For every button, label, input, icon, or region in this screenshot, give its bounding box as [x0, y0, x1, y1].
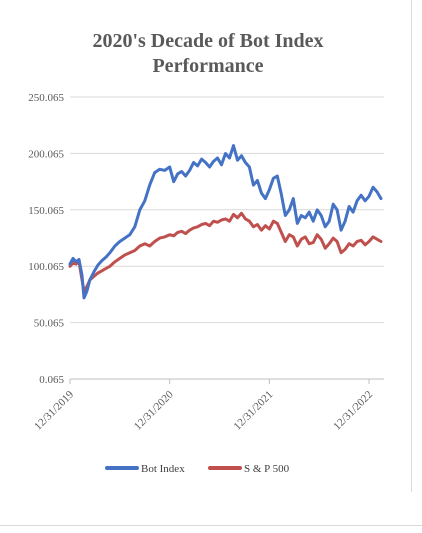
y-tick-label: 200.065 — [28, 148, 64, 160]
x-tick-label: 12/31/2021 — [232, 389, 276, 433]
chart-title-line-1: 2020's Decade of Bot Index — [92, 30, 323, 52]
divider — [0, 525, 422, 526]
legend: Bot Index S & P 500 — [105, 463, 290, 475]
x-axis-ticks: 12/31/2019 12/31/2020 12/31/2021 12/31/2022 — [32, 378, 384, 433]
gridlines — [70, 96, 384, 380]
y-axis-ticks: 0.065 50.065 100.065 150.065 200.065 250.065 — [28, 92, 64, 386]
series-line-sp500 — [68, 211, 383, 293]
x-tick-label: 12/31/2022 — [331, 389, 375, 433]
chart-frame — [411, 0, 412, 492]
chart-title-line-2: Performance — [152, 55, 263, 77]
y-tick-label: 250.065 — [28, 92, 64, 104]
series-lines — [68, 144, 383, 300]
y-tick-label: 150.065 — [28, 205, 64, 217]
series-line-bot-index — [68, 144, 383, 300]
y-tick-label: 0.065 — [39, 374, 64, 386]
x-tick-label: 12/31/2019 — [32, 388, 76, 432]
y-tick-label: 100.065 — [28, 261, 64, 273]
x-tick-label: 12/31/2020 — [132, 388, 176, 432]
legend-label-bot-index: Bot Index — [141, 463, 185, 475]
legend-label-sp500: S & P 500 — [244, 463, 290, 475]
y-tick-label: 50.065 — [34, 318, 65, 330]
